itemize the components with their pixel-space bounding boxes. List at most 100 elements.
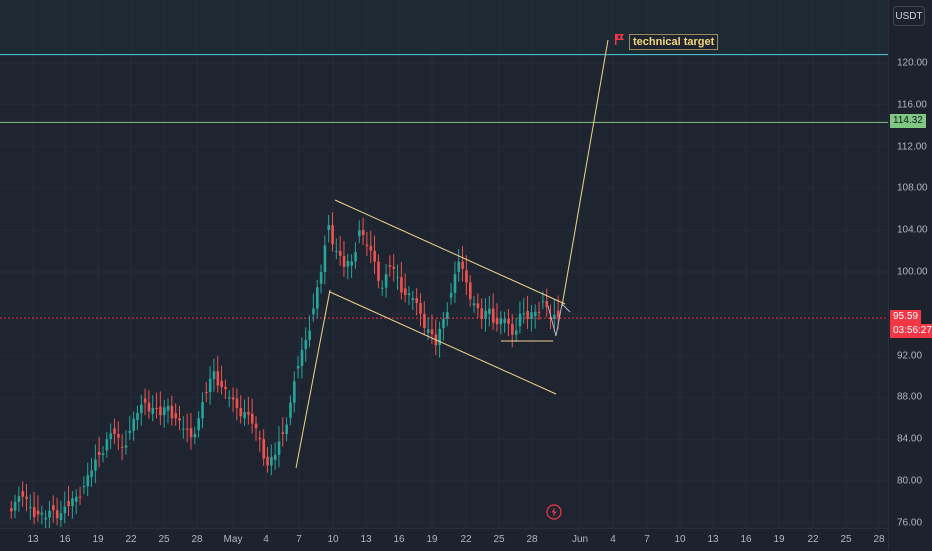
time-tick-label: 10 <box>327 534 339 545</box>
chart-canvas[interactable] <box>0 0 888 528</box>
candle-body <box>549 317 552 320</box>
candle-body <box>52 505 55 511</box>
candle-body <box>48 510 51 518</box>
candle-body <box>124 445 128 448</box>
price-tick-label: 92.00 <box>897 350 923 362</box>
time-tick-label: 13 <box>360 534 372 545</box>
price-tick-label: 88.00 <box>897 391 923 403</box>
candle-body <box>293 381 296 403</box>
candle-body <box>461 261 464 269</box>
price-axis[interactable]: 120.00 116.00 112.00 108.00 104.00 100.00 92.0… <box>888 0 932 550</box>
currency-button[interactable]: USDT <box>893 6 925 26</box>
candle-body <box>530 312 533 320</box>
candle-body <box>522 313 526 315</box>
price-tick-label: 104.00 <box>897 224 928 236</box>
price-tick-label: 84.00 <box>897 433 923 445</box>
candle-body <box>82 486 86 488</box>
candle-body <box>426 329 430 333</box>
candle-body <box>438 328 441 346</box>
candle-body <box>537 311 541 313</box>
candle-body <box>342 256 346 267</box>
candle-body <box>403 288 407 295</box>
bar-countdown-label: 03:56:27 <box>890 324 932 338</box>
candle-body <box>166 405 170 411</box>
candle-body <box>285 424 288 434</box>
candle-body <box>250 413 254 424</box>
candle-body <box>396 277 399 279</box>
candle-body <box>174 413 178 419</box>
candle-body <box>526 310 529 320</box>
candle-body <box>442 319 445 329</box>
candle-body <box>415 298 419 303</box>
candle-body <box>541 301 545 303</box>
candle-body <box>189 428 193 438</box>
candle-body <box>220 380 223 387</box>
time-tick-label: 16 <box>393 534 405 545</box>
candle-body <box>235 398 239 408</box>
candle-body <box>545 301 549 308</box>
time-tick-label: 28 <box>191 534 203 545</box>
candle-body <box>128 430 132 433</box>
candle-body <box>407 293 411 295</box>
candle-body <box>216 371 220 386</box>
candle-body <box>120 446 124 448</box>
time-tick-label: 19 <box>426 534 438 545</box>
candle-body <box>365 244 369 246</box>
candle-body <box>243 412 246 419</box>
candle-body <box>323 245 327 272</box>
chart-area[interactable] <box>0 0 888 528</box>
candle-body <box>411 298 415 300</box>
candle-body <box>75 496 78 502</box>
candle-body <box>465 270 468 283</box>
candle-body <box>71 498 74 507</box>
candle-body <box>518 313 522 327</box>
candle-body <box>228 397 231 399</box>
candle-body <box>36 510 40 515</box>
candle-body <box>101 453 105 455</box>
time-tick-label: May <box>223 534 243 545</box>
candle-body <box>419 303 422 314</box>
time-tick-label: 22 <box>125 534 137 545</box>
candle-body <box>296 366 300 369</box>
candle-body <box>273 454 277 461</box>
projection-target-line <box>561 39 609 307</box>
candle-body <box>247 412 250 415</box>
time-tick-label: 4 <box>263 534 269 545</box>
candle-body <box>32 507 36 518</box>
projection-zigzag <box>547 302 571 337</box>
candle-body <box>350 261 353 266</box>
candle-body <box>308 330 311 340</box>
candle-body <box>239 407 243 417</box>
time-tick-label: 7 <box>644 534 650 545</box>
technical-target-label[interactable]: technical target <box>629 34 719 50</box>
time-tick-label: 25 <box>840 534 852 545</box>
time-tick-label: 13 <box>27 534 39 545</box>
time-tick-label: 19 <box>92 534 104 545</box>
time-axis[interactable]: 13 16 19 22 25 28 May 4 7 10 13 16 19 22 25 28 Jun 4 7 10 13… <box>0 528 888 551</box>
candle-body <box>163 407 166 416</box>
candle-body <box>507 319 510 324</box>
candle-body <box>430 329 434 335</box>
candle-body <box>197 418 200 431</box>
candle-body <box>59 513 63 520</box>
candle-body <box>476 303 480 309</box>
candle-body <box>369 245 373 251</box>
candle-body <box>514 330 518 335</box>
price-tick-label: 100.00 <box>897 266 928 278</box>
time-tick-label: 7 <box>296 534 302 545</box>
lightning-bolt-icon[interactable] <box>546 504 562 520</box>
price-tick-label: 76.00 <box>897 517 923 529</box>
candle-body <box>13 501 17 511</box>
candle-body <box>29 507 32 509</box>
price-tick-label: 108.00 <box>897 182 928 194</box>
candle-body <box>457 261 461 272</box>
candle-body <box>212 371 216 380</box>
time-tick-label: 28 <box>873 534 885 545</box>
time-tick-label: 16 <box>740 534 752 545</box>
candle-body <box>208 378 212 393</box>
candle-body <box>17 496 21 502</box>
time-tick-label: 19 <box>773 534 785 545</box>
candle-body <box>556 310 560 317</box>
candle-body <box>503 319 506 323</box>
candle-body <box>67 501 70 507</box>
